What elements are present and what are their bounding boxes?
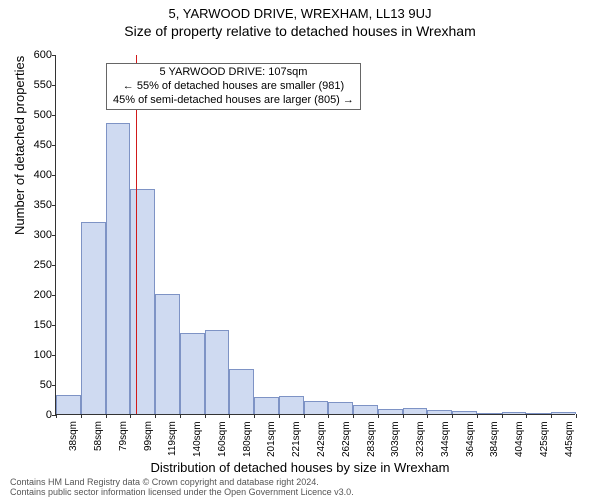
histogram-bar: [502, 412, 527, 414]
x-tick-mark: [403, 414, 404, 418]
annotation-box: 5 YARWOOD DRIVE: 107sqm ← 55% of detache…: [106, 63, 361, 110]
histogram-bar: [328, 402, 353, 414]
y-tick-label: 250: [12, 259, 52, 271]
x-tick-mark: [180, 414, 181, 418]
y-tick-label: 600: [12, 49, 52, 61]
histogram-bar: [279, 396, 304, 414]
x-tick-label: 323sqm: [415, 421, 426, 457]
x-tick-mark: [452, 414, 453, 418]
histogram-bar: [130, 189, 155, 414]
y-tick-label: 500: [12, 109, 52, 121]
histogram-bar: [403, 408, 428, 414]
y-tick-label: 400: [12, 169, 52, 181]
x-tick-label: 221sqm: [291, 421, 302, 457]
x-tick-mark: [254, 414, 255, 418]
y-tick-label: 450: [12, 139, 52, 151]
x-tick-label: 242sqm: [316, 421, 327, 457]
y-tick-label: 200: [12, 289, 52, 301]
y-tick-label: 350: [12, 199, 52, 211]
x-tick-mark: [229, 414, 230, 418]
y-tick-mark: [52, 235, 56, 236]
x-tick-mark: [427, 414, 428, 418]
x-tick-mark: [279, 414, 280, 418]
x-tick-label: 384sqm: [489, 421, 500, 457]
histogram-bar: [477, 413, 502, 414]
histogram-bar: [56, 395, 81, 414]
histogram-bar: [452, 411, 477, 414]
y-tick-mark: [52, 355, 56, 356]
x-tick-mark: [502, 414, 503, 418]
x-tick-label: 119sqm: [167, 421, 178, 456]
x-tick-label: 180sqm: [242, 421, 253, 457]
x-tick-mark: [378, 414, 379, 418]
histogram-bar: [229, 369, 254, 414]
x-tick-mark: [130, 414, 131, 418]
y-tick-mark: [52, 55, 56, 56]
histogram-bar: [205, 330, 230, 414]
x-tick-label: 201sqm: [266, 421, 277, 457]
x-tick-label: 262sqm: [341, 421, 352, 457]
x-tick-label: 99sqm: [143, 421, 154, 451]
y-tick-label: 100: [12, 349, 52, 361]
x-tick-label: 303sqm: [390, 421, 401, 457]
x-tick-mark: [551, 414, 552, 418]
histogram-bar: [106, 123, 131, 414]
x-tick-label: 425sqm: [539, 421, 550, 457]
y-tick-mark: [52, 115, 56, 116]
histogram-bar: [180, 333, 205, 414]
histogram-bar: [551, 412, 576, 414]
x-tick-mark: [81, 414, 82, 418]
x-tick-mark: [106, 414, 107, 418]
annotation-line3: 45% of semi-detached houses are larger (…: [113, 94, 354, 108]
y-tick-mark: [52, 175, 56, 176]
histogram-bar: [155, 294, 180, 414]
x-tick-mark: [56, 414, 57, 418]
y-tick-mark: [52, 145, 56, 146]
histogram-bar: [526, 413, 551, 414]
x-tick-label: 404sqm: [514, 421, 525, 457]
y-tick-label: 300: [12, 229, 52, 241]
x-tick-mark: [576, 414, 577, 418]
y-tick-label: 150: [12, 319, 52, 331]
y-tick-mark: [52, 205, 56, 206]
x-tick-mark: [477, 414, 478, 418]
histogram-bar: [254, 397, 279, 414]
x-tick-label: 38sqm: [68, 421, 79, 451]
footer-line2: Contains public sector information licen…: [10, 488, 354, 498]
y-tick-mark: [52, 385, 56, 386]
x-tick-label: 283sqm: [366, 421, 377, 457]
x-tick-mark: [328, 414, 329, 418]
y-tick-mark: [52, 325, 56, 326]
x-tick-mark: [205, 414, 206, 418]
y-tick-label: 50: [12, 379, 52, 391]
x-tick-mark: [526, 414, 527, 418]
annotation-line1: 5 YARWOOD DRIVE: 107sqm: [113, 66, 354, 80]
annotation-line2: ← 55% of detached houses are smaller (98…: [113, 80, 354, 94]
histogram-bar: [427, 410, 452, 414]
x-tick-mark: [155, 414, 156, 418]
footer-attribution: Contains HM Land Registry data © Crown c…: [10, 478, 354, 498]
histogram-bar: [304, 401, 329, 414]
x-tick-mark: [304, 414, 305, 418]
x-tick-label: 140sqm: [192, 421, 203, 457]
histogram-bar: [378, 409, 403, 414]
x-tick-label: 58sqm: [93, 421, 104, 451]
address-title: 5, YARWOOD DRIVE, WREXHAM, LL13 9UJ: [0, 6, 600, 21]
histogram-bar: [81, 222, 106, 414]
x-tick-mark: [353, 414, 354, 418]
x-tick-label: 344sqm: [440, 421, 451, 457]
y-tick-mark: [52, 295, 56, 296]
y-tick-mark: [52, 265, 56, 266]
x-tick-label: 79sqm: [118, 421, 129, 451]
x-tick-label: 160sqm: [217, 421, 228, 457]
x-tick-label: 445sqm: [564, 421, 575, 457]
chart-subtitle: Size of property relative to detached ho…: [0, 23, 600, 39]
y-tick-label: 0: [12, 409, 52, 421]
y-tick-mark: [52, 85, 56, 86]
histogram-bar: [353, 405, 378, 414]
chart-plot-area: 05010015020025030035040045050055060038sq…: [55, 55, 575, 415]
x-tick-label: 364sqm: [465, 421, 476, 457]
y-tick-label: 550: [12, 79, 52, 91]
x-axis-label: Distribution of detached houses by size …: [0, 460, 600, 475]
